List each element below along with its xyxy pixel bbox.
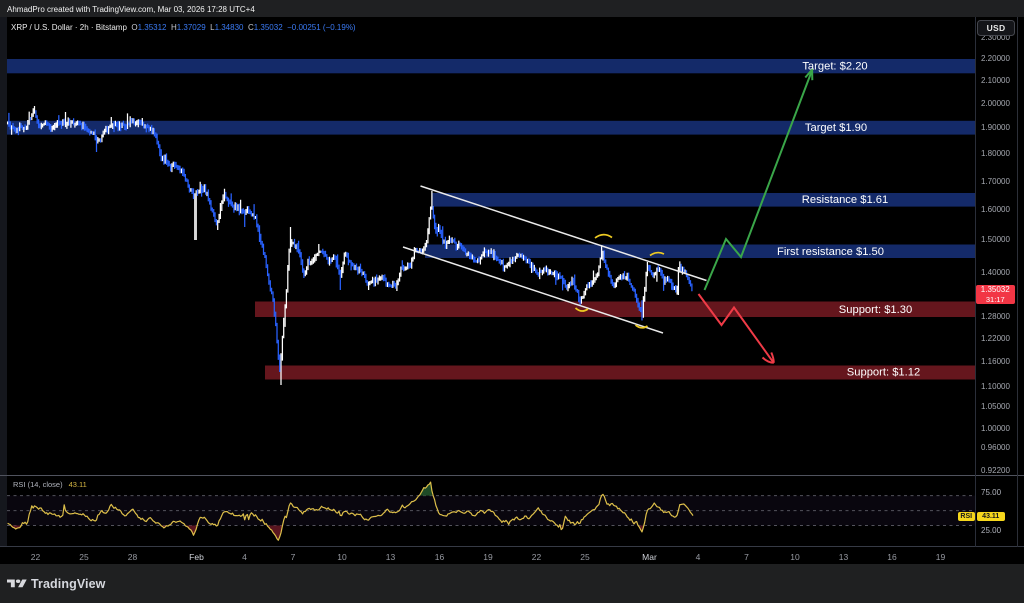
svg-text:Support: $1.30: Support: $1.30: [839, 304, 912, 316]
svg-text:Support: $1.12: Support: $1.12: [847, 367, 920, 379]
svg-text:Target $1.90: Target $1.90: [805, 122, 867, 134]
svg-text:Resistance $1.61: Resistance $1.61: [802, 194, 888, 206]
svg-text:First resistance $1.50: First resistance $1.50: [777, 246, 884, 258]
svg-text:Target: $2.20: Target: $2.20: [802, 61, 867, 73]
